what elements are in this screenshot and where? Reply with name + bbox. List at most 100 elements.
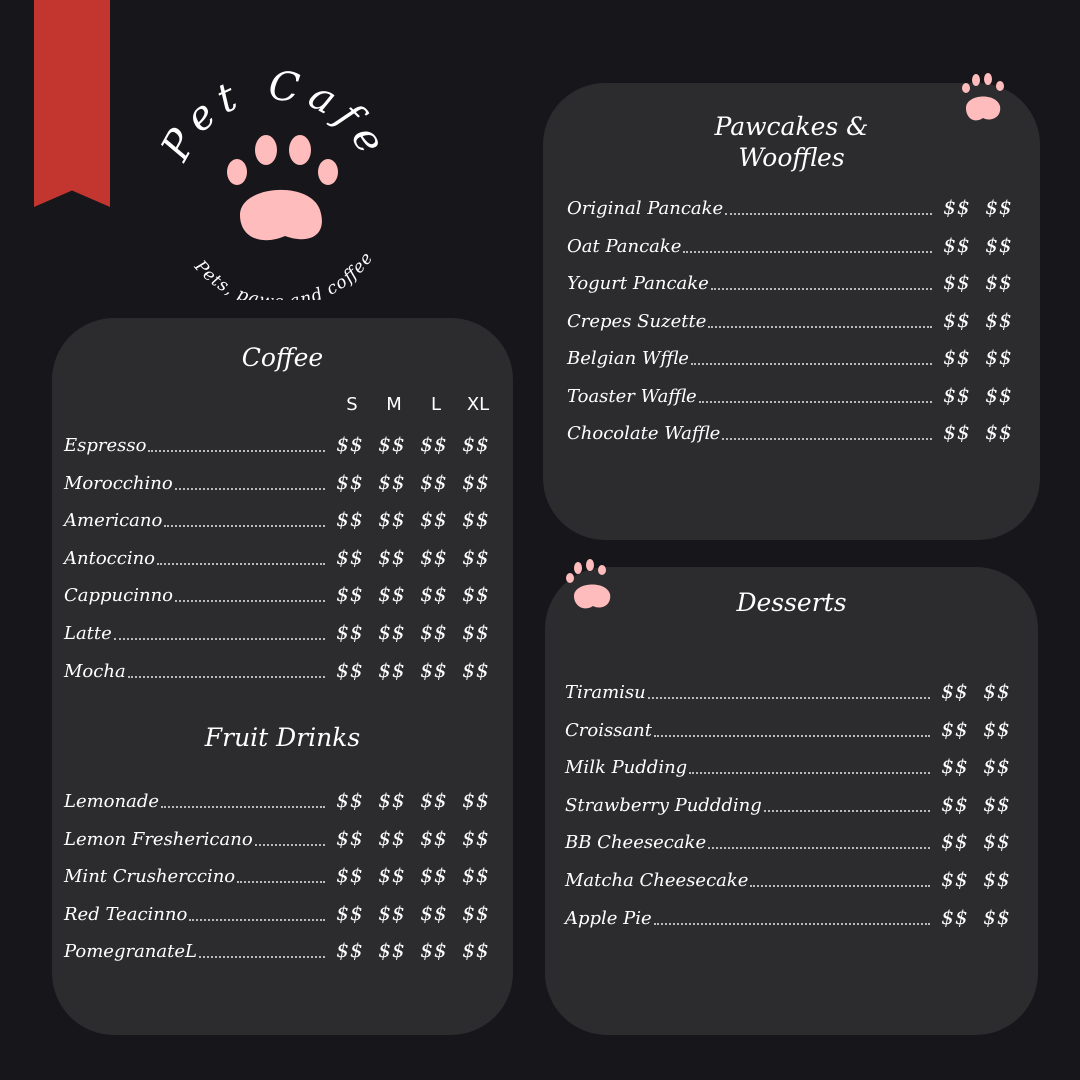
menu-item: Milk Pudding $$ $$ <box>565 754 1018 780</box>
item-price: $$ <box>336 507 364 532</box>
item-price: $$ <box>378 432 406 456</box>
dot-leader <box>113 638 325 640</box>
item-price: $$ <box>983 867 1011 891</box>
item-price: $$ <box>941 754 969 779</box>
dot-leader <box>654 734 930 737</box>
item-name: Croissant <box>565 719 653 741</box>
item-price: $$ <box>462 469 490 494</box>
dot-leader <box>161 806 325 808</box>
menu-item: Croissant $$ $$ <box>565 717 1018 743</box>
size-label: S <box>346 394 358 415</box>
item-price: $$ <box>378 938 406 963</box>
item-price: $$ <box>462 544 490 569</box>
dot-leader <box>647 697 930 699</box>
coffee-title: Coffee <box>241 343 324 372</box>
item-price: $$ <box>941 791 969 816</box>
item-name: PomegranateL <box>64 941 197 963</box>
item-price: $$ <box>378 825 406 850</box>
item-price: $$ <box>420 938 448 963</box>
item-price: $$ <box>336 469 364 494</box>
item-price: $$ <box>420 900 448 925</box>
item-price: $$ <box>941 679 969 703</box>
dot-leader <box>722 438 932 440</box>
item-price: $$ <box>420 863 448 888</box>
paw-icon <box>566 559 611 609</box>
item-name: Latte <box>64 623 112 644</box>
item-price: $$ <box>462 900 490 925</box>
menu-item: PomegranateL $$ $$ $$ $$ <box>64 938 497 964</box>
item-price: $$ <box>378 863 406 888</box>
item-price: $$ <box>378 620 406 644</box>
pawcakes-title-line1: Pawcakes & <box>714 112 869 141</box>
pawcakes-panel: Pawcakes & Wooffles Original Pancake $$ $$… <box>543 83 1040 540</box>
item-name: Toaster Waffle <box>567 385 697 407</box>
dot-leader <box>690 363 932 365</box>
item-price: $$ <box>985 307 1013 332</box>
dot-leader <box>683 250 932 253</box>
menu-item: Tiramisu $$ $$ <box>565 679 1018 705</box>
item-price: $$ <box>462 582 490 607</box>
menu-item: Oat Pancake $$ $$ <box>567 233 1020 259</box>
dot-leader <box>148 450 325 452</box>
item-price: $$ <box>985 232 1013 257</box>
item-price: $$ <box>462 938 490 963</box>
menu-item: Toaster Waffle $$ $$ <box>567 383 1020 409</box>
item-price: $$ <box>941 904 969 929</box>
paw-icon <box>227 135 338 241</box>
fruit-drinks-title: Fruit Drinks <box>204 723 361 752</box>
item-price: $$ <box>462 863 490 888</box>
item-price: $$ <box>985 420 1013 444</box>
item-price: $$ <box>420 432 448 456</box>
dot-leader <box>708 325 932 328</box>
item-name: Chocolate Waffle <box>567 423 721 444</box>
item-price: $$ <box>462 620 490 644</box>
item-price: $$ <box>420 507 448 532</box>
dot-leader <box>708 847 930 850</box>
item-price: $$ <box>983 754 1011 779</box>
item-name: Lemon Freshericano <box>64 828 253 850</box>
menu-item: Lemon Freshericano $$ $$ $$ $$ <box>64 826 497 852</box>
dot-leader <box>164 525 325 528</box>
menu-item: Mocha $$ $$ $$ $$ <box>64 658 497 684</box>
item-name: Cappucinno <box>64 585 174 607</box>
dot-leader <box>237 881 325 884</box>
dot-leader <box>698 400 932 403</box>
menu-item: Crepes Suzette $$ $$ <box>567 308 1020 334</box>
item-price: $$ <box>378 469 406 494</box>
item-price: $$ <box>943 345 971 369</box>
dot-leader <box>725 213 932 215</box>
item-price: $$ <box>420 544 448 569</box>
item-name: Tiramisu <box>565 682 646 703</box>
dot-leader <box>710 288 932 290</box>
item-price: $$ <box>378 657 406 682</box>
menu-item: Original Pancake $$ $$ <box>567 195 1020 221</box>
menu-item: Mint Crusherccino $$ $$ $$ $$ <box>64 863 497 889</box>
item-name: Milk Pudding <box>565 757 688 779</box>
item-price: $$ <box>943 307 971 332</box>
item-price: $$ <box>336 544 364 569</box>
paw-icon <box>962 73 1004 121</box>
item-name: Original Pancake <box>567 198 724 219</box>
item-price: $$ <box>983 904 1011 929</box>
item-price: $$ <box>420 788 448 812</box>
dot-leader <box>653 922 930 925</box>
item-price: $$ <box>336 900 364 925</box>
item-name: BB Cheesecake <box>565 832 707 854</box>
pawcakes-title: Pawcakes & Wooffles <box>543 111 1040 173</box>
dot-leader <box>157 562 325 565</box>
item-price: $$ <box>983 791 1011 816</box>
item-price: $$ <box>378 582 406 607</box>
size-label: M <box>386 394 402 415</box>
item-price: $$ <box>983 716 1011 741</box>
item-name: Morocchino <box>64 472 173 494</box>
item-price: $$ <box>336 825 364 850</box>
item-price: $$ <box>336 788 364 812</box>
item-name: Lemonade <box>64 791 160 812</box>
dot-leader <box>750 885 930 887</box>
dot-leader <box>175 600 325 603</box>
item-price: $$ <box>983 679 1011 703</box>
item-price: $$ <box>943 195 971 219</box>
menu-item: Morocchino $$ $$ $$ $$ <box>64 470 497 496</box>
item-name: Matcha Cheesecake <box>565 870 749 891</box>
menu-item: Chocolate Waffle $$ $$ <box>567 420 1020 446</box>
